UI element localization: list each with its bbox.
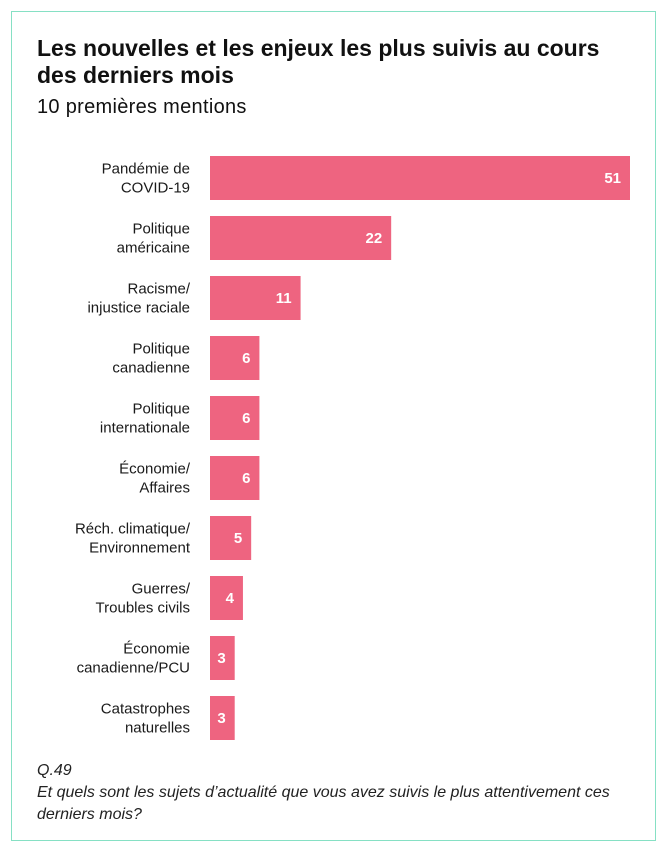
bar-chart: 51 Pandémie de COVID-19 22 Politique américai… bbox=[75, 156, 630, 740]
bar-2 bbox=[210, 216, 392, 260]
question-text: Et quels sont les sujets d’actualité que… bbox=[37, 784, 610, 823]
bar-7 bbox=[210, 516, 252, 560]
category-label-10: Catastrophes naturelles bbox=[101, 701, 190, 737]
category-label-3: Racisme/injustice raciale bbox=[87, 281, 190, 317]
category-label-2: Politique américaine bbox=[117, 221, 190, 257]
bar-value-label-10: 3 bbox=[217, 710, 225, 727]
bar-8 bbox=[210, 576, 243, 620]
bar-3 bbox=[210, 276, 301, 320]
bar-9 bbox=[210, 636, 235, 680]
bar-1 bbox=[210, 156, 630, 200]
category-label-1: Pandémie de COVID-19 bbox=[102, 161, 190, 197]
bar-5 bbox=[210, 396, 260, 440]
bar-value-label-2: 22 bbox=[365, 230, 382, 247]
bar-value-label-7: 5 bbox=[234, 530, 242, 547]
question-id: Q.49 bbox=[37, 762, 72, 779]
category-label-8: Guerres/Troubles civils bbox=[96, 581, 191, 617]
bar-10 bbox=[210, 696, 235, 740]
category-label-6: Économie/Affaires bbox=[119, 461, 191, 497]
bar-6 bbox=[210, 456, 260, 500]
category-label-7: Réch. climatique/Environnement bbox=[75, 521, 191, 557]
category-label-5: Politique internationale bbox=[100, 401, 190, 437]
chart-subtitle: 10 premières mentions bbox=[37, 96, 247, 118]
bar-value-label-6: 6 bbox=[242, 470, 250, 487]
category-label-9: Économie canadienne/PCU bbox=[77, 641, 190, 677]
chart-card bbox=[11, 11, 656, 841]
bar-4 bbox=[210, 336, 260, 380]
bar-value-label-5: 6 bbox=[242, 410, 250, 427]
category-label-4: Politique canadienne bbox=[112, 341, 190, 377]
footnote: Q.49 Et quels sont les sujets d’actualit… bbox=[37, 760, 647, 826]
bar-value-label-4: 6 bbox=[242, 350, 250, 367]
bar-value-label-9: 3 bbox=[217, 650, 225, 667]
chart-title: Les nouvelles et les enjeux les plus sui… bbox=[37, 35, 600, 88]
bar-value-label-1: 51 bbox=[604, 170, 621, 187]
bar-value-label-3: 11 bbox=[276, 290, 292, 307]
bar-value-label-8: 4 bbox=[226, 590, 235, 607]
